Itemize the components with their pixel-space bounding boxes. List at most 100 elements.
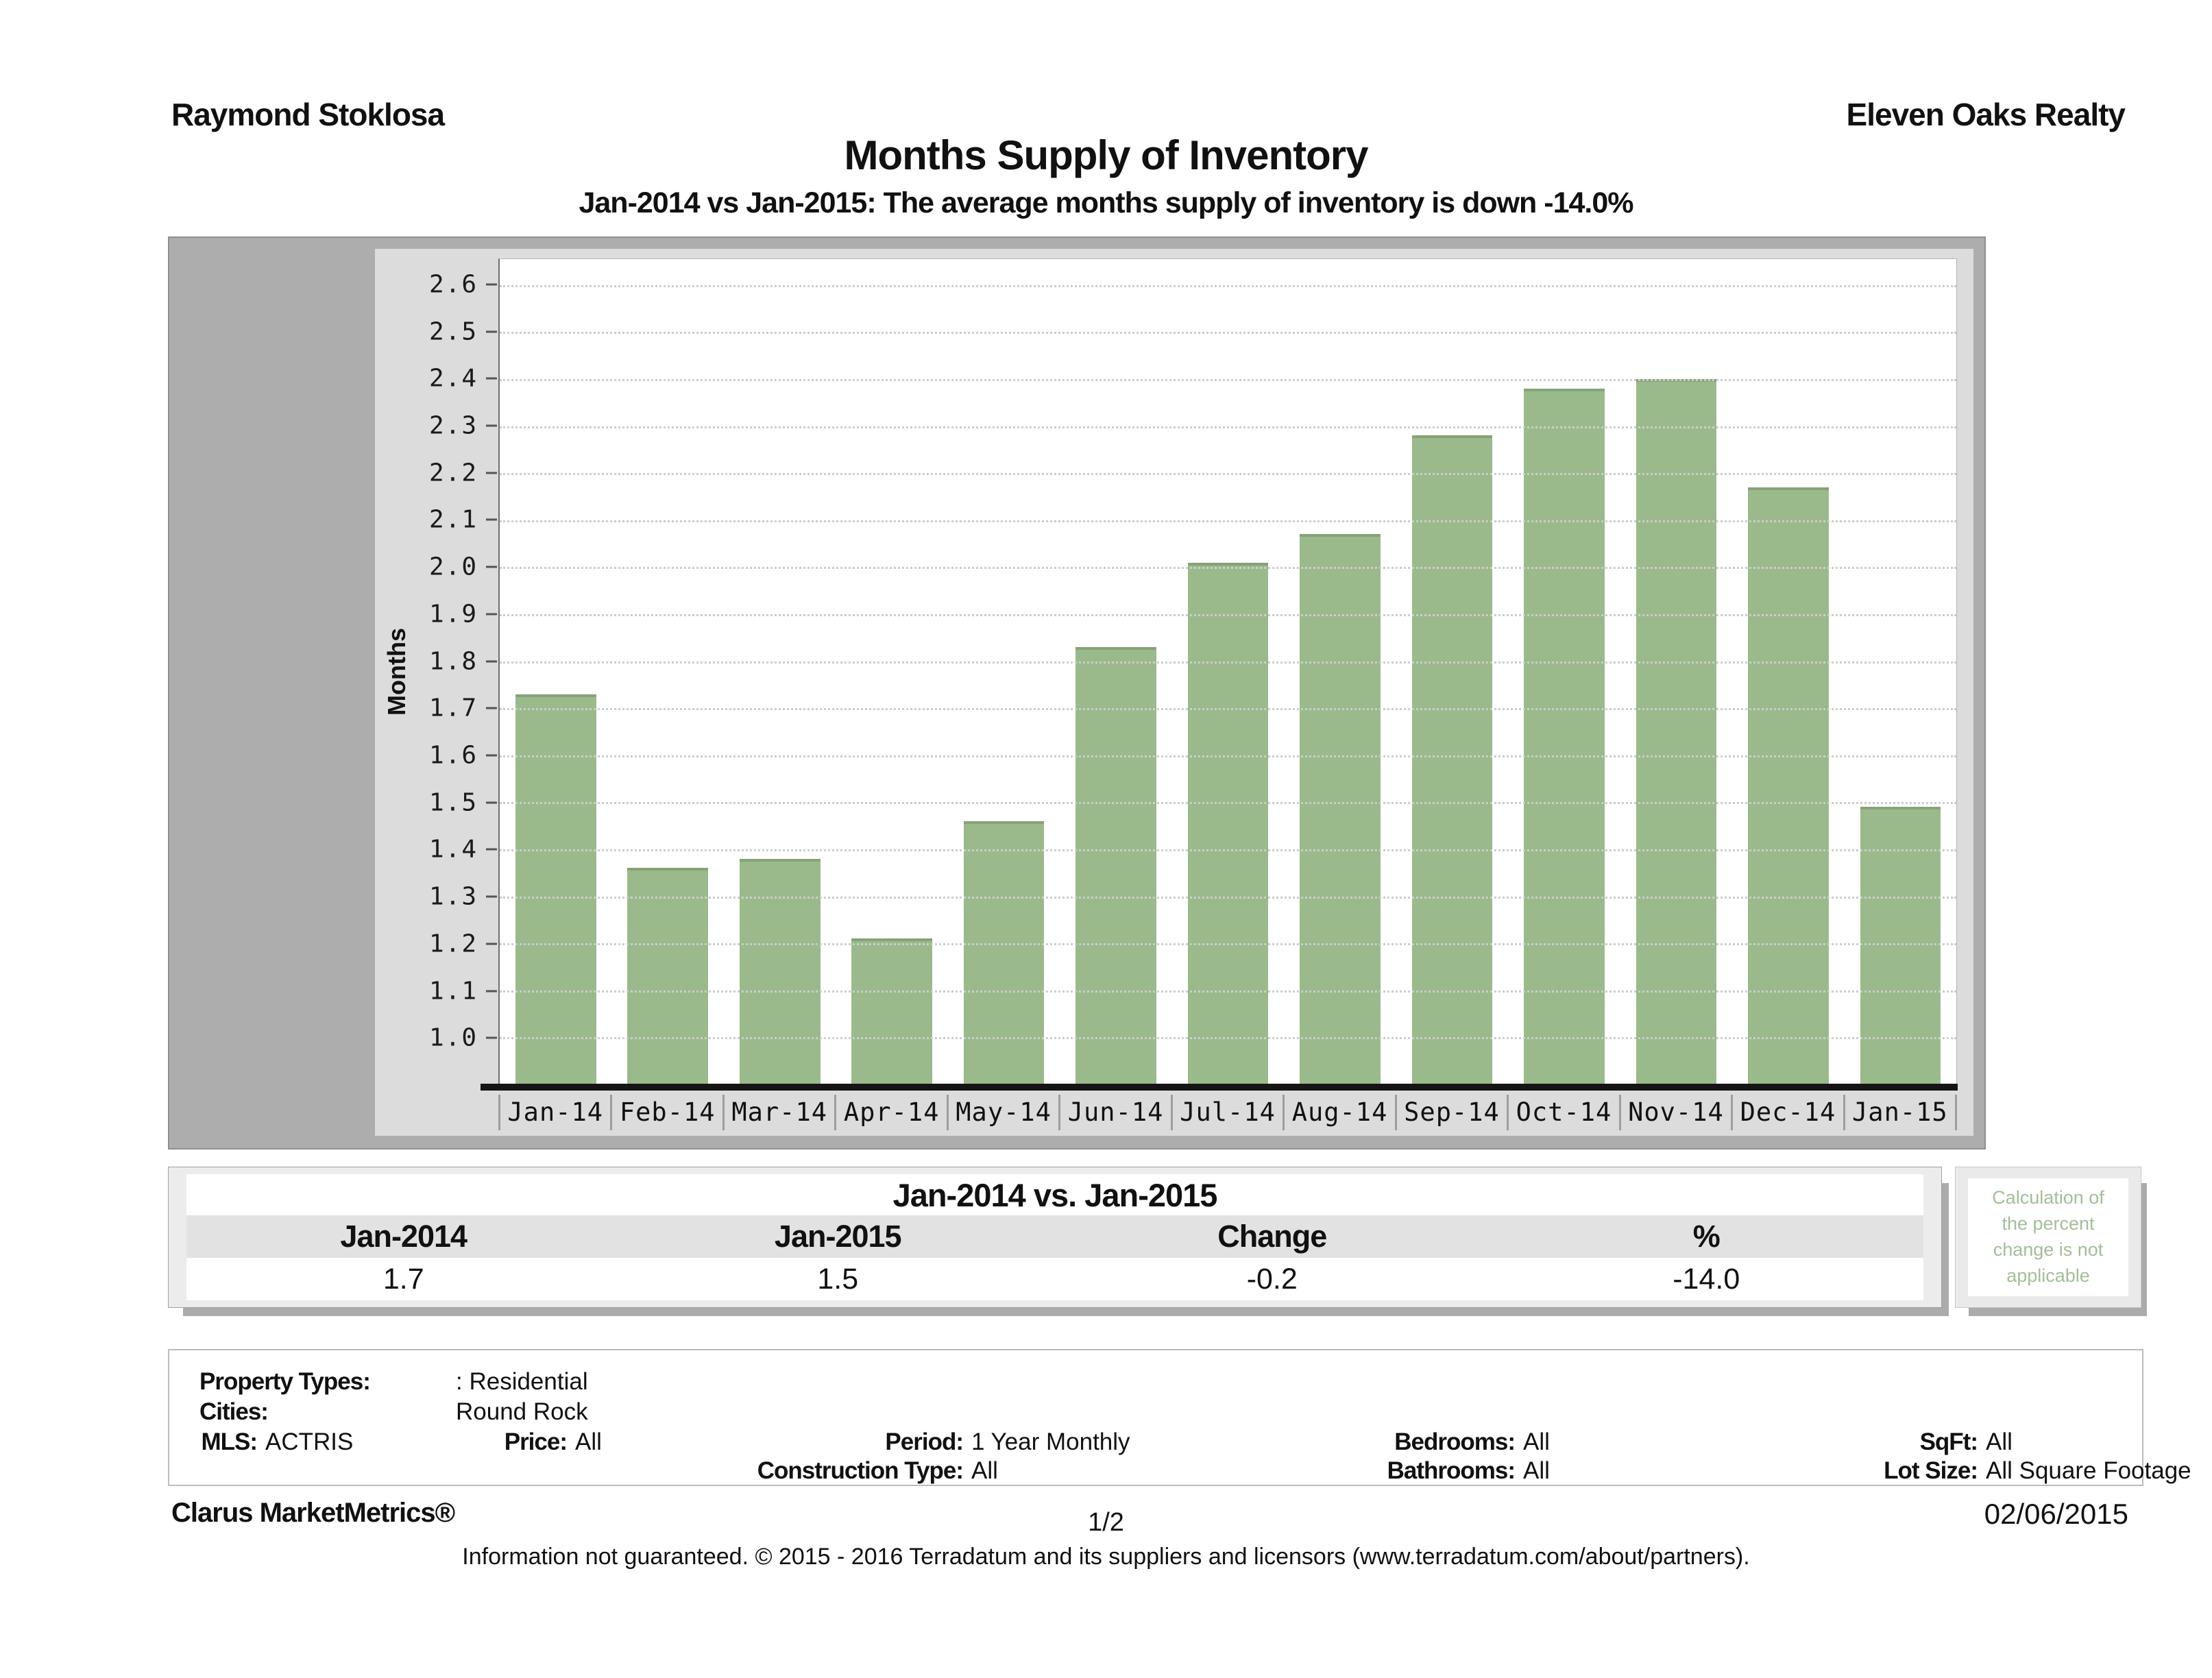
gridline	[500, 378, 1956, 381]
report-date: 02/06/2015	[1984, 1498, 2128, 1530]
brokerage-name: Eleven Oaks Realty	[1846, 97, 2126, 132]
gridline	[500, 1037, 1956, 1040]
bar-slot	[611, 259, 723, 1084]
bar-May-14	[963, 820, 1045, 1084]
col-header-percent: %	[1692, 1219, 1721, 1254]
bar-slot	[1732, 259, 1844, 1084]
price-label: Price:	[504, 1428, 568, 1455]
y-tick-mark	[486, 848, 497, 851]
mls-label: MLS:	[201, 1428, 258, 1455]
cities-label: Cities:	[199, 1398, 269, 1425]
bar-Feb-14	[627, 868, 709, 1084]
y-tick-mark	[486, 518, 497, 521]
value-jan-2015: 1.5	[817, 1262, 859, 1296]
agent-name: Raymond Stoklosa	[171, 97, 445, 132]
bar-slot	[1284, 259, 1396, 1084]
comparison-table-value-row: 1.7 1.5 -0.2 -14.0	[186, 1258, 1923, 1300]
bar-Sep-14	[1411, 435, 1493, 1084]
chart-panel: Months 2.6 2.5 2.4 2.3 2.2 2.1 2.0 1.9 1.8 1.7 1.6…	[375, 249, 1973, 1136]
gridline	[500, 567, 1956, 570]
property-types-label: Property Types:	[199, 1368, 371, 1395]
bar-Dec-14	[1748, 487, 1829, 1084]
y-tick-mark	[486, 613, 497, 616]
bar-slot	[1620, 259, 1732, 1084]
percent-change-note-inner: Calculation of the percent change is not…	[1968, 1178, 2128, 1296]
bar-slot	[1508, 259, 1620, 1084]
bar-Aug-14	[1300, 534, 1381, 1084]
y-axis-title-wrap: Months	[375, 258, 419, 1085]
y-tick-label: 2.2	[428, 459, 478, 487]
value-change: -0.2	[1246, 1262, 1298, 1296]
y-tick-label: 1.9	[428, 600, 478, 629]
y-tick-label: 1.1	[428, 977, 478, 1006]
y-tick-mark	[486, 801, 497, 804]
gridline	[500, 284, 1956, 287]
bar-Jul-14	[1187, 562, 1269, 1084]
gridline	[500, 849, 1956, 851]
y-tick-mark	[486, 1036, 497, 1039]
property-types-value: : Residential	[456, 1368, 588, 1395]
bar-Apr-14	[851, 938, 932, 1084]
y-tick-label: 2.1	[428, 505, 478, 534]
bar-slot	[724, 259, 836, 1084]
price-field: Price: All	[504, 1428, 602, 1455]
bar-Mar-14	[739, 858, 821, 1084]
x-axis-labels: Jan-14 Feb-14 Mar-14 Apr-14 May-14 Jun-14 Jul-…	[498, 1095, 1957, 1130]
bedrooms-label: Bedrooms:	[1394, 1428, 1516, 1455]
bathrooms-field: Bathrooms: All	[1387, 1457, 1550, 1484]
y-axis-tick-area: 2.6 2.5 2.4 2.3 2.2 2.1 2.0 1.9 1.8 1.7 1.6 1.5 1.4 1…	[419, 258, 498, 1085]
bar-Jan-15	[1860, 807, 1941, 1084]
y-tick-mark	[486, 943, 497, 945]
plot-area	[481, 258, 1958, 1091]
bedrooms-field: Bedrooms: All	[1394, 1428, 1550, 1455]
y-tick-label: 2.6	[428, 270, 478, 299]
y-tick-mark	[486, 990, 497, 993]
bar-Jun-14	[1075, 647, 1156, 1084]
y-tick-label: 1.6	[428, 741, 478, 770]
x-tick-label: Feb-14	[610, 1095, 722, 1130]
product-name: Clarus MarketMetrics®	[171, 1498, 455, 1528]
page-title: Months Supply of Inventory	[844, 132, 1369, 178]
y-tick-label: 1.8	[428, 647, 478, 676]
x-tick-label: Oct-14	[1507, 1095, 1618, 1130]
gridline	[500, 943, 1956, 946]
y-tick-label: 1.3	[428, 882, 478, 911]
y-tick-label: 1.0	[428, 1023, 478, 1052]
gridline	[500, 755, 1956, 757]
comparison-table-header-row: Jan-2014 Jan-2015 Change %	[186, 1215, 1923, 1258]
bar-slot	[500, 259, 611, 1084]
x-axis-line	[481, 1084, 1958, 1091]
y-tick-label: 1.4	[428, 835, 478, 864]
x-tick-label: Jun-14	[1058, 1095, 1170, 1130]
bar-slot	[1845, 259, 1956, 1084]
bar-slot	[1396, 259, 1508, 1084]
disclaimer: Information not guaranteed. © 2015 - 201…	[462, 1544, 1750, 1570]
x-tick-label: Apr-14	[834, 1095, 946, 1130]
gridline	[500, 802, 1956, 805]
x-tick-label: Dec-14	[1731, 1095, 1843, 1130]
x-tick-label: Jul-14	[1170, 1095, 1283, 1130]
sqft-label: SqFt:	[1919, 1428, 1978, 1455]
comparison-table: Jan-2014 vs. Jan-2015 Jan-2014 Jan-2015 …	[168, 1167, 1942, 1308]
gridline	[500, 332, 1956, 335]
filters-box: Property Types: : Residential Cities: Ro…	[168, 1349, 2191, 1486]
y-tick-label: 2.5	[428, 317, 478, 345]
value-jan-2014: 1.7	[382, 1262, 424, 1296]
bar-slot	[1060, 259, 1171, 1084]
y-tick-label: 1.2	[428, 929, 478, 958]
page-number: 1/2	[1088, 1508, 1124, 1537]
x-tick-label: Jan-14	[498, 1095, 610, 1130]
y-tick-label: 1.7	[428, 694, 478, 722]
bar-Oct-14	[1524, 388, 1605, 1084]
y-tick-label: 2.4	[428, 364, 478, 393]
sqft-field: SqFt: All	[1919, 1428, 2013, 1455]
gridline	[500, 613, 1956, 616]
bar-slot	[1172, 259, 1284, 1084]
page-subtitle: Jan-2014 vs Jan-2015: The average months…	[579, 186, 1633, 219]
bar-slot	[948, 259, 1060, 1084]
construction-type-label: Construction Type:	[757, 1457, 964, 1484]
col-header-jan-2015: Jan-2015	[774, 1219, 902, 1254]
lot-size-field: Lot Size: All Square Footage	[1884, 1457, 2191, 1484]
y-tick-label: 1.5	[428, 788, 478, 817]
y-tick-mark	[486, 754, 497, 757]
